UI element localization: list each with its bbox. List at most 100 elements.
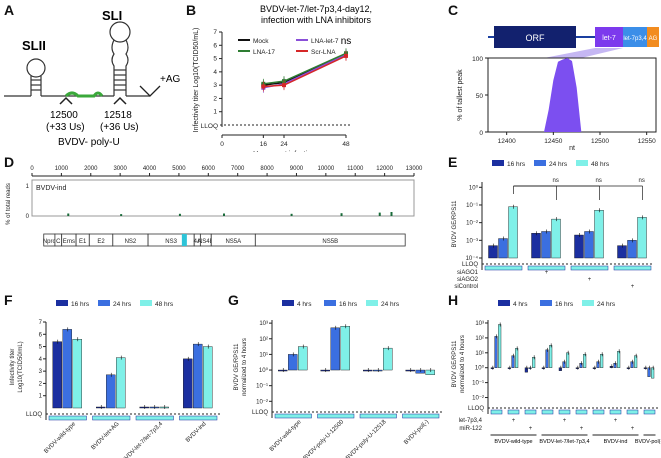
b-xlabel: Hours post infection: [253, 151, 315, 152]
legend-label: 4 hrs: [513, 301, 528, 308]
bar: [72, 339, 82, 409]
ytick-label: 10⁻¹: [472, 381, 484, 387]
h-row-label: miR-122: [459, 426, 482, 432]
legend-swatch: [56, 300, 68, 306]
e-row-label: siAGO2: [457, 277, 479, 283]
f-category-label: BVDV-wild-type: [43, 421, 77, 455]
lloq-strip: [274, 413, 312, 419]
c-ytick-label: 100: [472, 56, 483, 63]
b-lloq-label: LLOQ: [201, 123, 218, 130]
lloq-strip: [541, 409, 554, 415]
b-ns-label: ns: [341, 36, 352, 47]
lloq-strip: [527, 265, 566, 271]
bar: [600, 354, 604, 368]
h-group-label: BVDV-wild-type: [494, 439, 532, 445]
g-category-label: BVDV-poly-U-12518: [345, 419, 388, 458]
g-category-label: BVDV-pol(-): [403, 419, 430, 446]
panel-h-chart: 4 hrs 16 hrs 24 hrs 10⁻² 10⁻¹ 10⁰ 10¹ 10² 10³ LLO…: [452, 300, 661, 445]
b-ytick-label: 7: [213, 29, 217, 36]
f-category-label: BVDV-let-7/let-7p3,4: [121, 421, 164, 458]
legend-swatch: [498, 300, 510, 306]
bar: [524, 367, 528, 373]
bar: [116, 357, 126, 409]
b-ytick-label: 6: [213, 42, 217, 49]
d-xtick-label: 9000: [290, 166, 304, 172]
c-ytick-label: 0: [479, 130, 483, 137]
panel-g-chart: 4 hrs 16 hrs 24 hrs 10⁻² 10⁻¹ 10⁰ 10¹ 10² 10³ LLO…: [234, 300, 442, 458]
legend-label: 16 hrs: [507, 161, 526, 168]
ytick-label: 10²: [475, 336, 484, 342]
ytick-label: 2: [39, 381, 43, 387]
h-plus: +: [563, 418, 567, 424]
c-let7p34-label: let-7p3,4: [623, 36, 647, 42]
g-ylabel-2: normalized to 4 hours: [242, 338, 248, 396]
b-legend-label: LNA-let-7: [311, 38, 339, 45]
panel-label-d: D: [4, 154, 15, 170]
bar: [62, 329, 72, 409]
sl-ii-hairpin: [26, 58, 46, 96]
bar: [330, 327, 340, 371]
pos-12500: 12500: [50, 110, 78, 121]
b-xtick-label: 0: [220, 141, 224, 148]
legend-label: 24 hrs: [597, 301, 616, 308]
d-gene-label: C: [56, 239, 61, 245]
c-peak-area: [544, 58, 582, 132]
d-gene-label: NS3: [165, 239, 177, 245]
legend-swatch: [540, 300, 552, 306]
b-legend-label: Scr-LNA: [311, 49, 336, 56]
bar: [596, 361, 600, 368]
bar: [551, 218, 561, 259]
bar: [511, 355, 515, 368]
d-gene-label: E2: [97, 239, 105, 245]
panel-label-f: F: [4, 292, 13, 308]
bar: [193, 343, 203, 409]
g-category-label: BVDV-wild-type: [269, 419, 303, 453]
ytick-label: 10⁻¹: [256, 384, 268, 390]
bar: [647, 367, 651, 377]
b-xtick-label: 24: [280, 141, 288, 148]
bar: [96, 406, 106, 409]
b-legend-label: Mock: [253, 38, 269, 45]
c-let7-label: let-7: [602, 35, 616, 42]
ytick-label: 3: [39, 369, 43, 375]
panel-label-g: G: [228, 292, 239, 308]
d-xtick-label: 3000: [113, 166, 127, 172]
bar: [643, 367, 647, 369]
b-legend-label: LNA-17: [253, 49, 275, 56]
lloq-strip: [402, 413, 440, 419]
ag-insertion-arrow: [139, 85, 161, 97]
f-ylabel-1: Infectivity titer: [10, 349, 16, 386]
d-ytick-label: 0: [26, 214, 30, 220]
bar: [52, 341, 62, 409]
ytick-label: 5: [39, 345, 43, 351]
e-row-label: siControl: [454, 284, 478, 290]
c-ytick-label: 50: [476, 93, 484, 100]
legend-swatch: [282, 300, 294, 306]
bar: [626, 367, 630, 369]
insert-marker-12500: [59, 96, 73, 105]
d-gene-label: Erns: [63, 239, 75, 245]
bar: [405, 369, 415, 372]
panel-d-chart: 0 1000 2000 3000 4000 5000 6000 7000 8000 9000 100…: [6, 166, 423, 247]
bar: [508, 206, 518, 259]
f-category-label: BVDV-ind: [185, 421, 208, 444]
b-xtick-label: 48: [342, 141, 350, 148]
d-gene-label: 4A: [194, 239, 201, 245]
bar: [498, 238, 508, 259]
lloq-strip: [592, 409, 605, 415]
d-xtick-label: 6000: [202, 166, 216, 172]
bar: [651, 367, 655, 379]
legend-swatch: [492, 160, 504, 166]
b-ytick-label: 1: [213, 109, 217, 116]
bar: [541, 367, 545, 369]
bar: [363, 369, 373, 372]
bar: [298, 346, 308, 371]
bar: [637, 217, 647, 259]
e-row-label: siAGO1: [457, 270, 479, 276]
panel-a-caption: BVDV- poly-U: [58, 137, 120, 148]
c-let7-box: [595, 27, 623, 47]
h-plus: +: [614, 418, 618, 424]
legend-label: 24 hrs: [549, 161, 568, 168]
bar: [558, 367, 562, 371]
d-read-peak: [378, 212, 381, 216]
